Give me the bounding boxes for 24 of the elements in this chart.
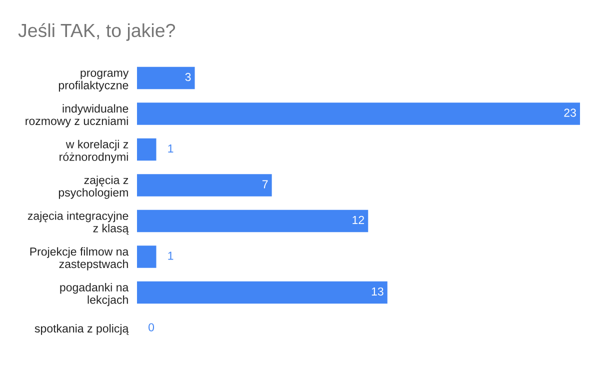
y-tick-label: w korelacji z różnorodnymi <box>60 140 128 164</box>
data-label: 12 <box>352 216 364 224</box>
bar <box>137 246 156 268</box>
bar <box>137 66 195 90</box>
bar <box>137 210 368 232</box>
data-label: 23 <box>564 108 576 117</box>
bar <box>137 174 272 196</box>
y-tick-label: pogadanki na lekcjach <box>60 282 129 306</box>
y-tick-label: Projekcje filmow na zastepstwach <box>30 247 129 270</box>
data-label: 1 <box>168 144 174 152</box>
chart-title: Jeśli TAK, to jakie? <box>18 23 176 41</box>
y-tick-label: zajęcia integracyjne z klasą <box>28 211 129 235</box>
data-label: 13 <box>372 287 384 296</box>
y-tick-label: zajęcia z psychologiem <box>58 176 128 199</box>
data-label: 0 <box>148 323 154 332</box>
y-tick-label: spotkania z policją <box>34 324 129 335</box>
bar <box>137 102 580 125</box>
bar <box>137 138 156 161</box>
y-tick-label: programy profilaktyczne <box>58 70 129 92</box>
data-label: 3 <box>185 72 191 82</box>
y-tick-label: indywidualne rozmowy z uczniami <box>26 104 128 128</box>
bar <box>137 281 388 304</box>
data-label: 1 <box>168 252 174 260</box>
data-label: 7 <box>262 180 268 188</box>
